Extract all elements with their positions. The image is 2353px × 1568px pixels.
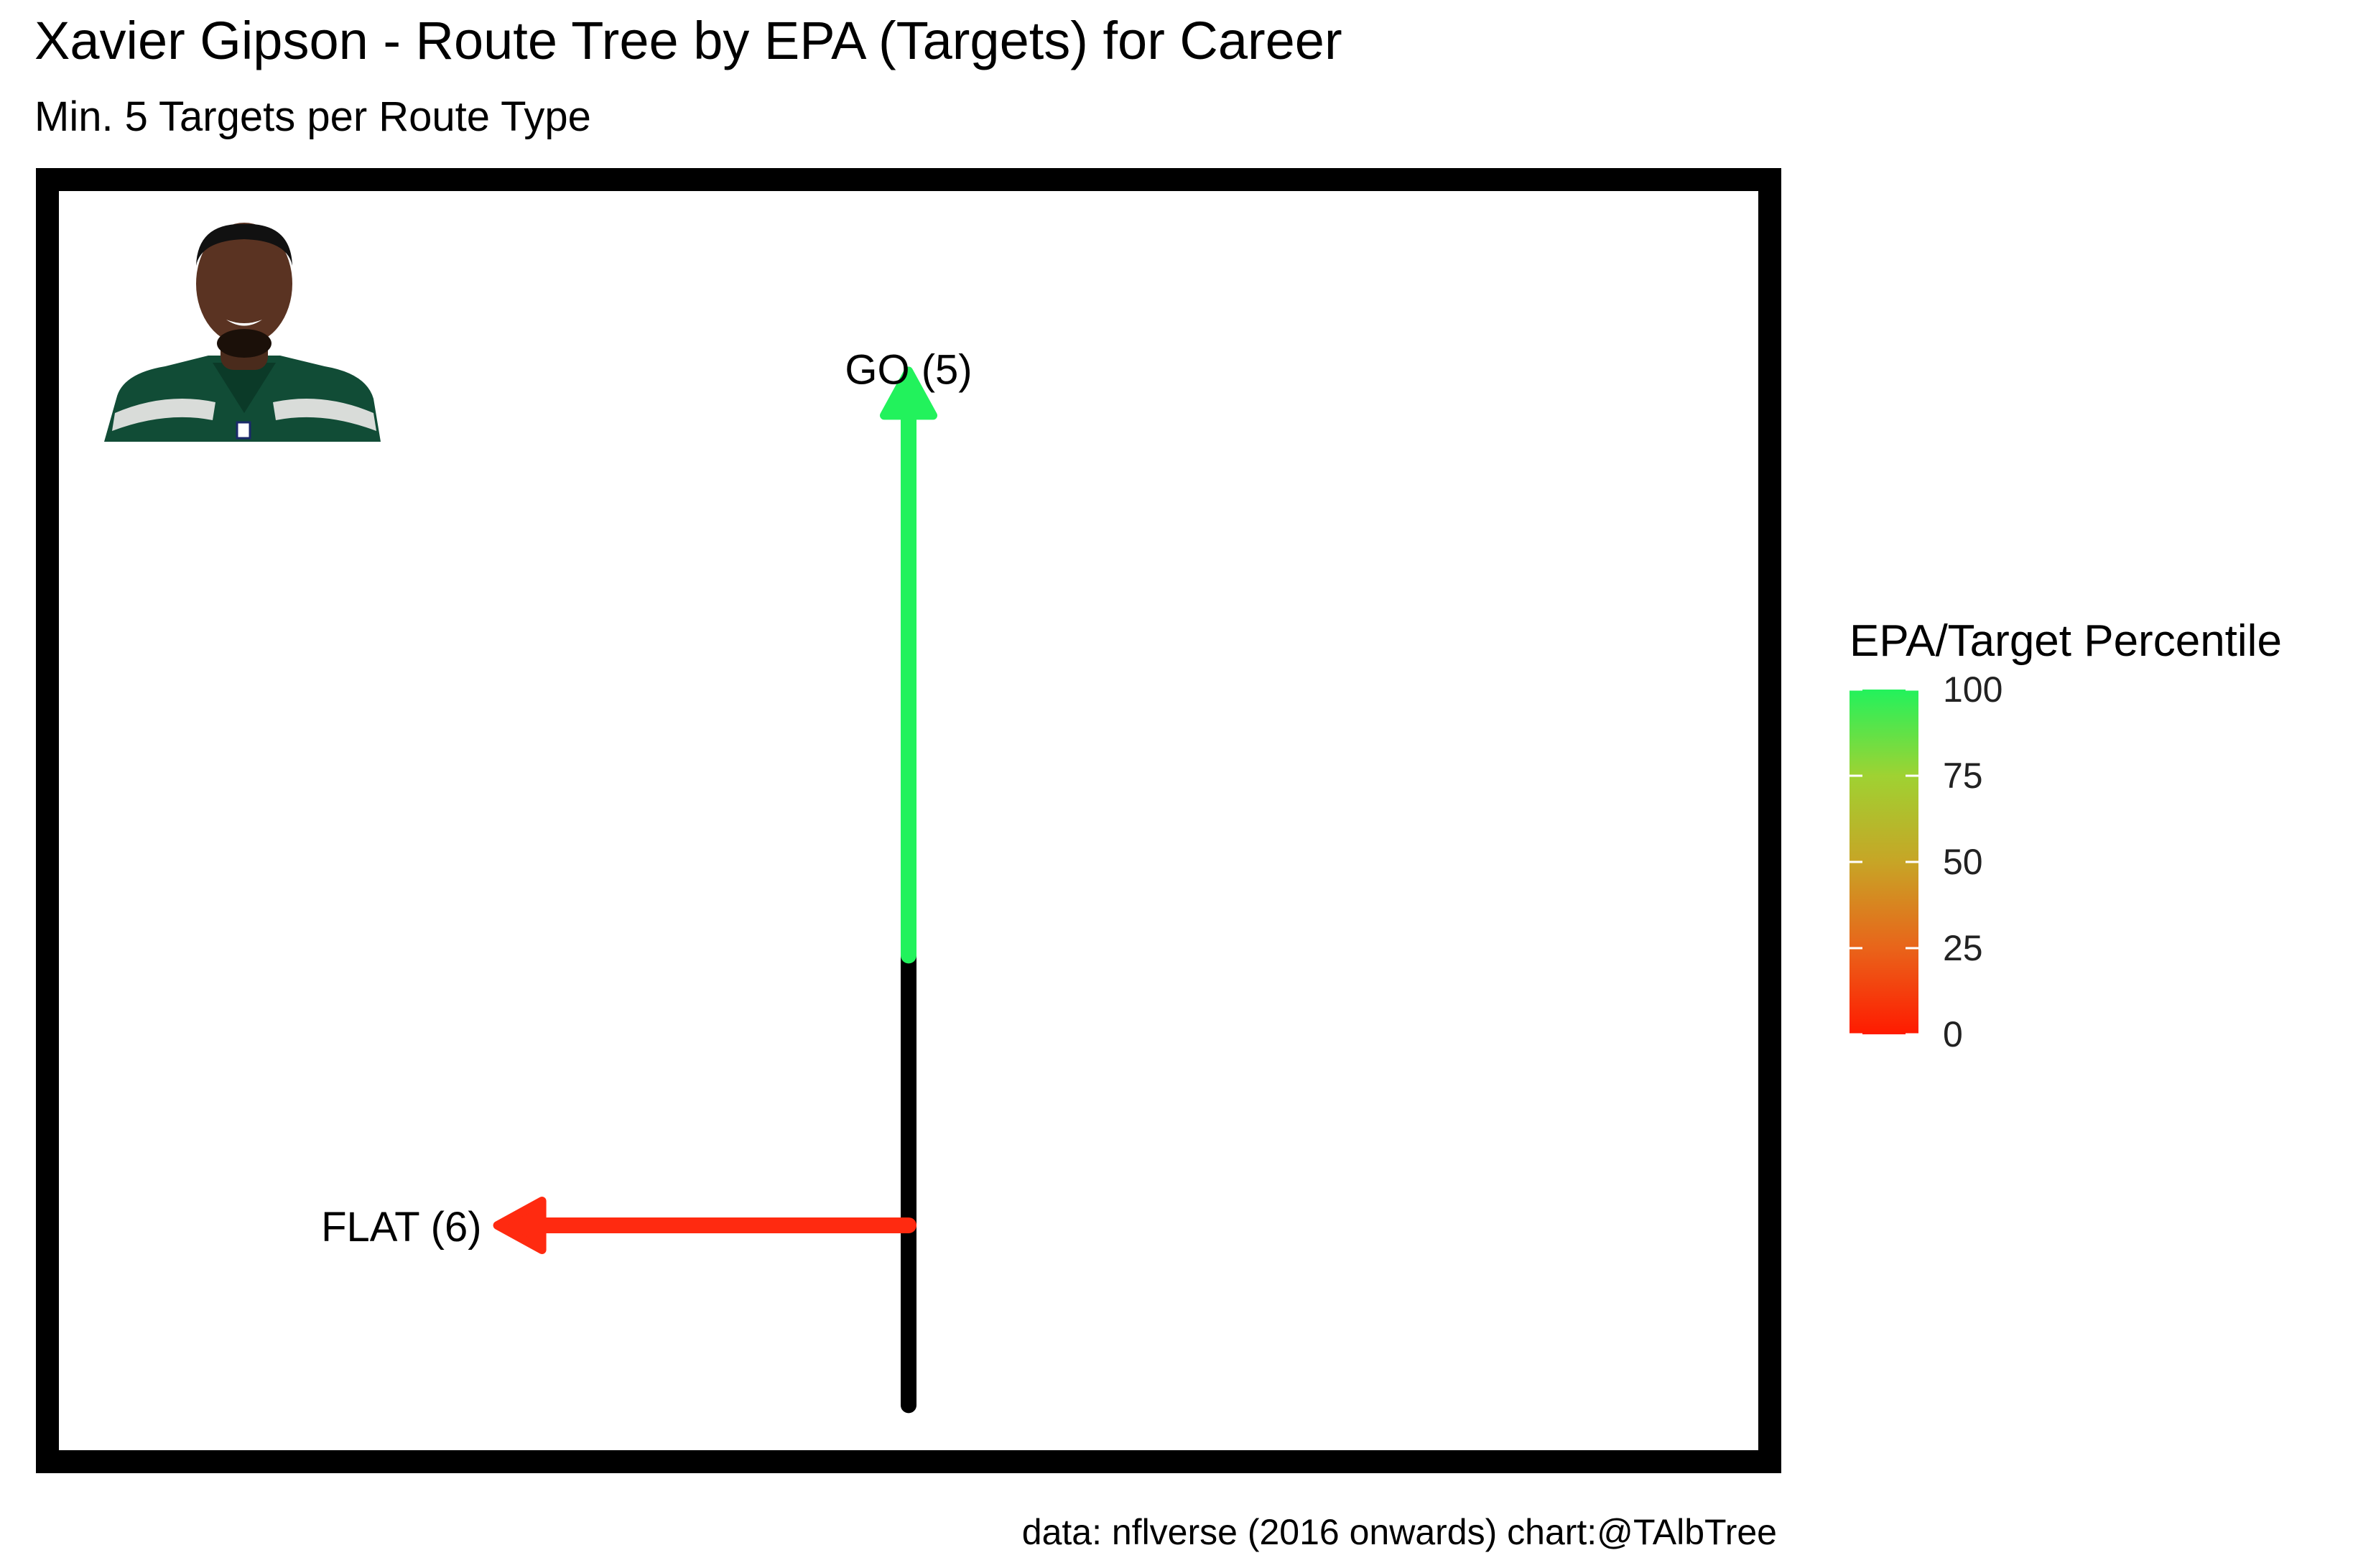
- chart-title: Xavier Gipson - Route Tree by EPA (Targe…: [34, 11, 1342, 70]
- legend-tick-label: 25: [1943, 928, 1983, 968]
- route-label-go: GO (5): [845, 346, 972, 393]
- player-headshot: [104, 223, 381, 442]
- route-label-flat: FLAT (6): [321, 1204, 481, 1251]
- chart-subtitle: Min. 5 Targets per Route Type: [34, 93, 591, 140]
- legend-tick-label: 100: [1943, 669, 2002, 710]
- legend-tick-label: 50: [1943, 842, 1983, 882]
- route-arrowhead-flat: [493, 1196, 547, 1254]
- route-arrowhead-go: [880, 366, 937, 420]
- routes-layer: GO (5) FLAT (6): [321, 346, 973, 1414]
- legend-tick-label: 75: [1943, 756, 1983, 796]
- legend-tick-label: 0: [1943, 1014, 1963, 1054]
- legend-title: EPA/Target Percentile: [1850, 616, 2282, 666]
- chart-caption: data: nflverse (2016 onwards) chart:@TAl…: [1022, 1512, 1777, 1552]
- legend-ticks: 100 75 50 25 0: [1850, 669, 2002, 1054]
- legend: EPA/Target Percentile 100 75 50 25 0: [1850, 616, 2282, 1054]
